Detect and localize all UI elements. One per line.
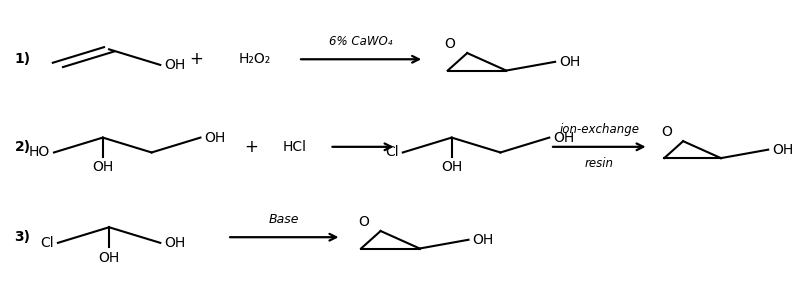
Text: OH: OH <box>204 130 226 145</box>
Text: O: O <box>358 215 369 229</box>
Text: OH: OH <box>164 236 186 250</box>
Text: HCl: HCl <box>282 140 306 154</box>
Text: OH: OH <box>554 130 574 145</box>
Text: ion-exchange: ion-exchange <box>559 122 639 136</box>
Text: H₂O₂: H₂O₂ <box>239 52 271 66</box>
Text: 2): 2) <box>14 140 30 154</box>
Text: Cl: Cl <box>386 145 399 160</box>
Text: OH: OH <box>441 160 462 174</box>
Text: Base: Base <box>269 213 299 226</box>
Text: OH: OH <box>98 251 120 265</box>
Text: +: + <box>189 50 202 68</box>
Text: OH: OH <box>164 58 186 72</box>
Text: 1): 1) <box>14 52 30 66</box>
Text: resin: resin <box>585 157 614 170</box>
Text: +: + <box>244 138 258 156</box>
Text: OH: OH <box>473 233 494 247</box>
Text: O: O <box>445 37 455 51</box>
Text: Cl: Cl <box>40 236 54 250</box>
Text: OH: OH <box>772 143 794 157</box>
Text: 3): 3) <box>14 230 30 244</box>
Text: O: O <box>661 126 672 139</box>
Text: OH: OH <box>559 55 580 69</box>
Text: 6% CaWO₄: 6% CaWO₄ <box>330 35 393 48</box>
Text: OH: OH <box>92 160 114 174</box>
Text: HO: HO <box>29 145 50 160</box>
